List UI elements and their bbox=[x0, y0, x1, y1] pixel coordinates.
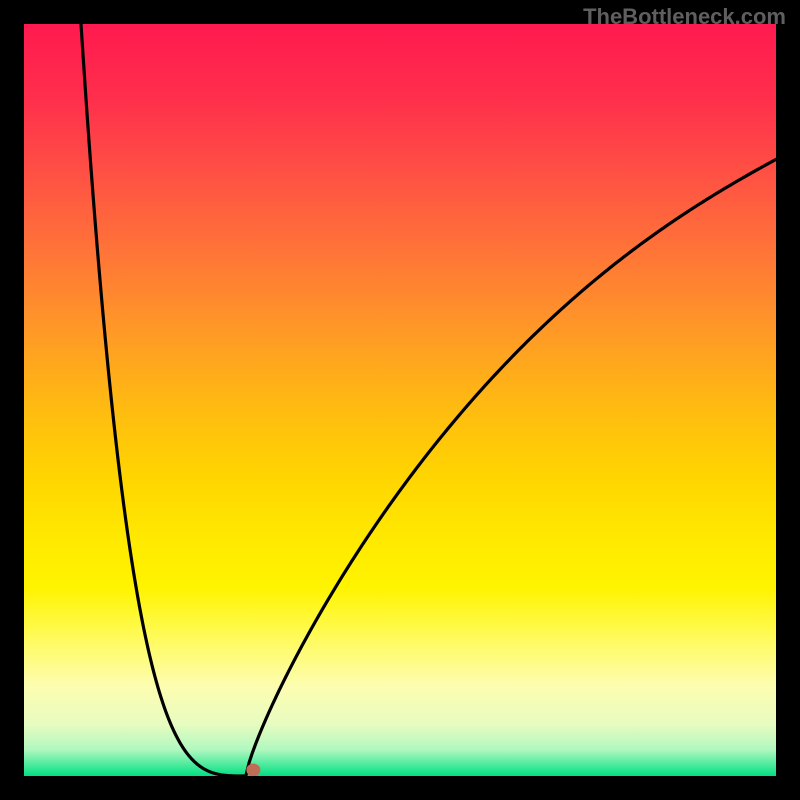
gradient-background bbox=[24, 24, 776, 776]
bottleneck-curve-path bbox=[81, 24, 776, 776]
plot-svg bbox=[24, 24, 776, 776]
plot-area bbox=[24, 24, 776, 776]
optimum-marker bbox=[246, 763, 260, 776]
watermark-text: TheBottleneck.com bbox=[583, 4, 786, 30]
bottleneck-chart: TheBottleneck.com bbox=[0, 0, 800, 800]
